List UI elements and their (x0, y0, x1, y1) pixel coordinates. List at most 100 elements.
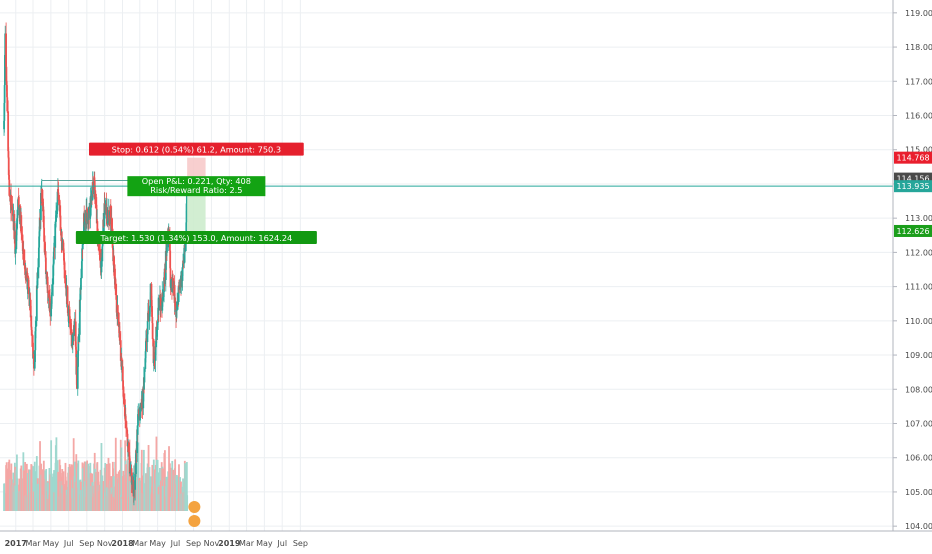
candle-body (114, 284, 117, 296)
volume-bar (6, 476, 8, 511)
candle-body (98, 248, 101, 250)
candle-body (96, 221, 99, 235)
candle-body (144, 358, 147, 369)
candle-body (36, 272, 39, 289)
candle-body (51, 284, 54, 293)
volume-bar (141, 475, 144, 511)
candle-body (10, 194, 12, 210)
candle-body (47, 291, 50, 293)
candle-body (152, 339, 155, 364)
candle-body (14, 231, 17, 254)
volume-bar (55, 437, 58, 511)
stop-label-text: Stop: 0.612 (0.54%) 61.2, Amount: 750.3 (112, 145, 281, 155)
candle-body (7, 111, 10, 152)
candle-body (151, 316, 154, 324)
volume-bar (45, 469, 48, 511)
volume-bar (47, 482, 49, 511)
candle-body (59, 215, 62, 231)
volume-bar (151, 464, 154, 511)
volume-bar (101, 475, 104, 511)
candle-body (29, 299, 32, 318)
candle-body (22, 248, 25, 261)
time-tick-label: Mar (239, 539, 255, 548)
candle-body (46, 276, 49, 293)
price-tick-label: 118.000 (905, 43, 932, 52)
candle-body (14, 249, 17, 254)
price-tick-label: 110.000 (905, 317, 932, 326)
volume-bar (39, 441, 41, 511)
candle-body (99, 249, 102, 260)
earnings-icon[interactable] (188, 515, 201, 527)
price-tick-label: 115.000 (905, 146, 932, 155)
candle-body (5, 33, 7, 67)
candle-body (177, 285, 180, 303)
price-tick-label: 113.000 (905, 214, 932, 223)
volume-bar (42, 460, 45, 511)
candle-body (63, 252, 65, 261)
candle-body (173, 285, 176, 303)
volume-bar (30, 482, 33, 511)
candle-body (91, 190, 94, 201)
candle-body (80, 277, 82, 290)
volume-bar (32, 466, 35, 511)
candle-body (6, 97, 9, 112)
candle-body (161, 296, 164, 301)
volume-bar (84, 481, 86, 511)
candle-body (37, 267, 39, 277)
candle-body (66, 286, 69, 304)
volume-bar (28, 469, 31, 511)
event-icon[interactable] (188, 501, 201, 513)
volume-bar (169, 467, 172, 511)
time-tick-label: Mar (132, 539, 148, 548)
price-tick-label: 105.000 (905, 488, 932, 497)
candle-body (4, 54, 6, 86)
candle-body (43, 227, 46, 242)
price-tag-bg (894, 224, 932, 237)
candle-body (126, 433, 129, 446)
candle-body (142, 386, 145, 409)
volume-bar (53, 470, 55, 511)
candle-body (143, 368, 146, 383)
candle-body (159, 298, 162, 306)
candle-body (78, 299, 81, 335)
grid (0, 0, 893, 531)
target-zone[interactable] (187, 186, 206, 231)
volume-bar (102, 481, 105, 511)
candle-body (44, 257, 47, 275)
candle-body (86, 209, 89, 213)
price-tick-label: 116.000 (905, 112, 932, 121)
stop-label: Stop: 0.612 (0.54%) 61.2, Amount: 750.3 (88, 142, 304, 156)
candle-body (123, 398, 125, 400)
event-icons[interactable] (188, 501, 201, 527)
candle-body (52, 251, 55, 264)
candle-body (109, 205, 112, 218)
time-tick-label: May (43, 539, 60, 548)
candle-body (33, 362, 36, 369)
candle-body (50, 308, 53, 317)
long-position-tool[interactable]: Stop: 0.612 (0.54%) 61.2, Amount: 750.3 T… (0, 142, 893, 244)
price-tag-text: 114.768 (896, 154, 929, 163)
price-tick-label: 119.000 (905, 9, 932, 18)
candle-body (71, 333, 74, 346)
price-tag-bg (894, 151, 932, 164)
target-label-bg (75, 230, 317, 244)
candle-body (134, 473, 136, 490)
candle-body (118, 333, 121, 341)
price-tick-label: 107.000 (905, 419, 932, 428)
candle-body (92, 182, 94, 187)
volume-bar (185, 462, 188, 511)
stop-label-bg (88, 142, 304, 156)
volume-bar (149, 476, 152, 511)
candle-body (57, 192, 60, 201)
candle-body (155, 329, 158, 337)
risk-reward-text: Risk/Reward Ratio: 2.5 (150, 185, 242, 195)
candle-body (90, 194, 93, 208)
candle-body (40, 192, 42, 221)
time-tick-label: Sep (79, 539, 94, 548)
candle-body (76, 366, 79, 389)
